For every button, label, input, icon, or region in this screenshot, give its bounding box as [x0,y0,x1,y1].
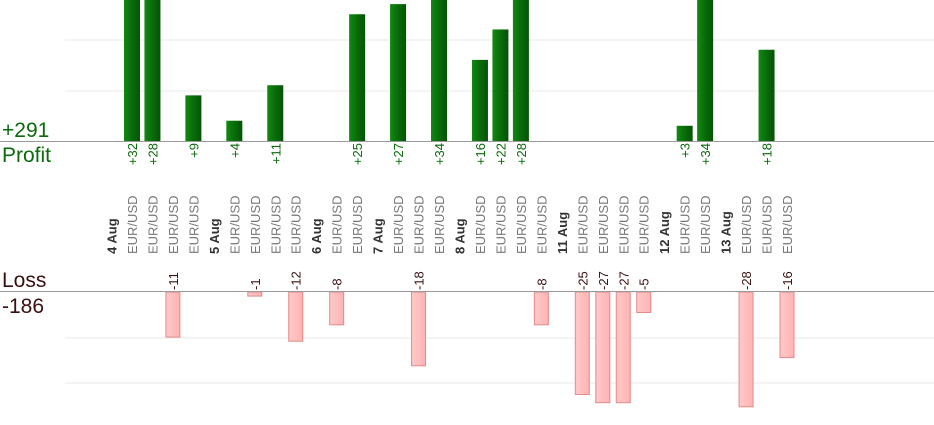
loss-value-label: -28 [739,271,754,290]
profit-value-label: +9 [186,143,201,158]
pair-label: EUR/USD [637,195,652,254]
loss-bar [288,291,304,342]
loss-value-label: -1 [248,278,263,290]
loss-bar [165,291,181,338]
profit-value-label: +3 [678,143,693,158]
loss-bar [329,291,345,326]
profit-total: +291 [2,119,50,142]
loss-label: Loss [2,269,47,292]
pair-label: EUR/USD [350,195,365,254]
pair-label: EUR/USD [186,195,201,254]
pair-label: EUR/USD [391,195,406,254]
profit-bar [144,0,161,142]
pair-label: EUR/USD [596,195,611,254]
profit-value-label: +34 [698,143,713,165]
loss-total: -186 [2,295,45,318]
profit-bar [512,0,529,142]
loss-bar [636,291,652,313]
profit-value-label: +28 [145,143,160,165]
pair-label: EUR/USD [268,195,283,254]
loss-value-label: -5 [637,278,652,290]
pair-label: EUR/USD [514,195,529,254]
profit-bar [697,0,714,142]
date-label: 12 Aug [657,211,672,254]
pair-label: EUR/USD [145,195,160,254]
profit-bar [267,85,284,141]
profit-bar [123,0,140,142]
pair-label: EUR/USD [739,195,754,254]
profit-value-label: +11 [268,143,283,164]
loss-value-label: -27 [596,271,611,290]
profit-value-label: +25 [350,143,365,165]
pair-label: EUR/USD [473,195,488,254]
profit-bar [349,14,366,141]
pair-label: EUR/USD [678,195,693,254]
loss-value-label: -25 [575,271,590,290]
pair-label: EUR/USD [248,195,263,254]
profit-value-label: +28 [514,143,529,165]
loss-bar [595,291,611,404]
profit-bar [758,49,775,141]
loss-value-label: -12 [289,271,304,290]
profit-value-label: +22 [493,143,508,165]
loss-value-label: -27 [616,271,631,290]
date-label: 13 Aug [719,211,734,254]
profit-bar [676,125,693,141]
date-label: 6 Aug [309,218,324,254]
pair-label: EUR/USD [166,195,181,254]
profit-value-label: +32 [125,143,140,165]
pair-label: EUR/USD [534,195,549,254]
date-label: 5 Aug [207,218,222,254]
loss-value-label: -8 [330,278,345,290]
loss-bar [738,291,754,408]
profit-value-label: +16 [473,143,488,165]
date-label: 8 Aug [452,218,467,254]
pair-label: EUR/USD [780,195,795,254]
pair-label: EUR/USD [760,195,775,254]
pair-label: EUR/USD [289,195,304,254]
pair-label: EUR/USD [125,195,140,254]
profit-bar [471,59,488,141]
date-label: 7 Aug [371,218,386,254]
date-label: 4 Aug [105,218,120,254]
loss-bar [247,291,263,297]
profit-value-label: +18 [760,143,775,165]
pair-label: EUR/USD [227,195,242,254]
loss-value-label: -11 [166,272,181,290]
profit-value-label: +4 [227,143,242,158]
loss-bar [615,291,631,404]
pair-label: EUR/USD [575,195,590,254]
loss-value-label: -18 [412,271,427,290]
profit-bar [390,4,407,141]
loss-bar [533,291,549,326]
loss-bar [574,291,590,395]
profit-bar [185,95,202,141]
profit-label: Profit [2,144,52,167]
pair-label: EUR/USD [698,195,713,254]
pair-label: EUR/USD [330,195,345,254]
loss-bar [779,291,795,359]
date-label: 11 Aug [555,212,570,254]
pair-label: EUR/USD [616,195,631,254]
profit-value-label: +34 [432,143,447,165]
pair-label: EUR/USD [412,195,427,254]
pair-label: EUR/USD [432,195,447,254]
loss-bar [411,291,427,367]
profit-value-label: +27 [391,143,406,165]
loss-value-label: -8 [534,278,549,290]
pair-label: EUR/USD [493,195,508,254]
profit-bar [492,29,509,141]
loss-value-label: -16 [780,271,795,290]
profit-bar [431,0,448,142]
profit-bar [226,120,243,141]
